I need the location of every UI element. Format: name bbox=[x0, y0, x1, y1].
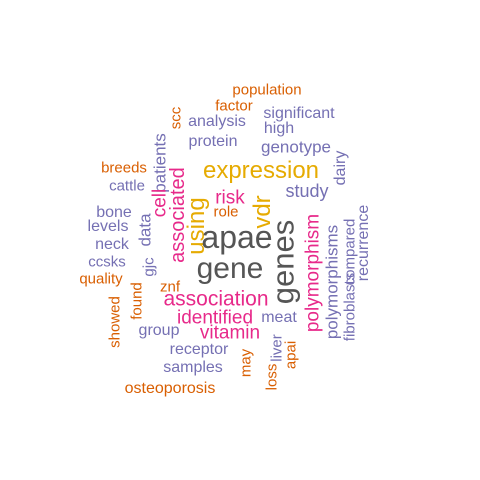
word-ccsks: ccsks bbox=[88, 253, 126, 271]
word-quality: quality bbox=[79, 270, 123, 288]
word-neck: neck bbox=[95, 236, 129, 253]
word-bone: bone bbox=[96, 204, 132, 221]
word-polymorphisms: polymorphisms bbox=[322, 224, 342, 340]
word-znf: znf bbox=[159, 278, 181, 296]
word-loss: loss bbox=[263, 363, 281, 391]
word-protein: protein bbox=[188, 133, 238, 150]
word-genes: genes bbox=[265, 219, 301, 305]
word-association: association bbox=[163, 287, 269, 311]
word-dairy: dairy bbox=[332, 150, 349, 186]
word-significant: significant bbox=[263, 105, 335, 122]
word-analysis: analysis bbox=[188, 113, 246, 130]
word-osteoporosis: osteoporosis bbox=[124, 380, 216, 397]
word-population: population bbox=[232, 81, 302, 99]
word-may: may bbox=[237, 348, 255, 378]
word-levels: levels bbox=[87, 218, 129, 235]
word-data: data bbox=[135, 213, 155, 247]
word-breeds: breeds bbox=[101, 159, 147, 177]
word-gjc: gjc bbox=[140, 257, 158, 277]
word-showed: showed bbox=[106, 296, 124, 348]
word-high: high bbox=[263, 120, 295, 137]
word-identified: identified bbox=[176, 307, 254, 329]
word-factor: factor bbox=[215, 97, 253, 115]
word-found: found bbox=[128, 282, 146, 320]
word-cattle: cattle bbox=[109, 177, 145, 195]
word-study: study bbox=[285, 181, 329, 201]
word-group: group bbox=[138, 322, 180, 339]
word-polymorphism: polymorphism bbox=[302, 213, 324, 333]
word-gene: gene bbox=[196, 252, 264, 285]
word-recurrence: recurrence bbox=[355, 204, 372, 282]
word-scc: scc bbox=[167, 106, 185, 130]
word-fibroblasts: fibroblasts bbox=[341, 272, 359, 342]
word-expression: expression bbox=[202, 157, 320, 184]
word-apae: apae bbox=[201, 219, 273, 255]
word-patients: patients bbox=[150, 133, 170, 193]
word-genotype: genotype bbox=[261, 137, 331, 157]
word-apai: apai bbox=[282, 340, 300, 370]
word-samples: samples bbox=[163, 359, 223, 376]
word-meat: meat bbox=[261, 309, 297, 326]
word-vitamin: vitamin bbox=[199, 322, 261, 344]
word-risk: risk bbox=[215, 187, 245, 209]
word-role: role bbox=[213, 203, 239, 221]
word-receptor: receptor bbox=[169, 341, 229, 358]
